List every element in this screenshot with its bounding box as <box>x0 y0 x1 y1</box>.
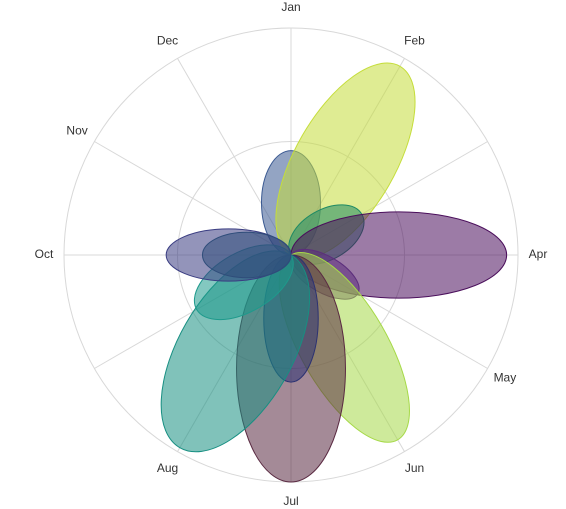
petal-oct-11 <box>201 231 292 279</box>
month-label-jul: Jul <box>283 494 298 508</box>
month-labels: Jan Feb Apr May Jun Jul Aug Oct Nov Dec <box>35 0 548 508</box>
month-label-nov: Nov <box>66 124 87 138</box>
month-label-jun: Jun <box>405 461 424 475</box>
month-label-dec: Dec <box>157 33 178 47</box>
month-label-aug: Aug <box>157 461 178 475</box>
month-label-apr: Apr <box>529 247 548 261</box>
month-label-may: May <box>494 371 517 385</box>
month-label-oct: Oct <box>35 247 54 261</box>
petals <box>160 62 508 483</box>
month-label-feb: Feb <box>404 33 425 47</box>
month-label-jan: Jan <box>281 0 300 14</box>
